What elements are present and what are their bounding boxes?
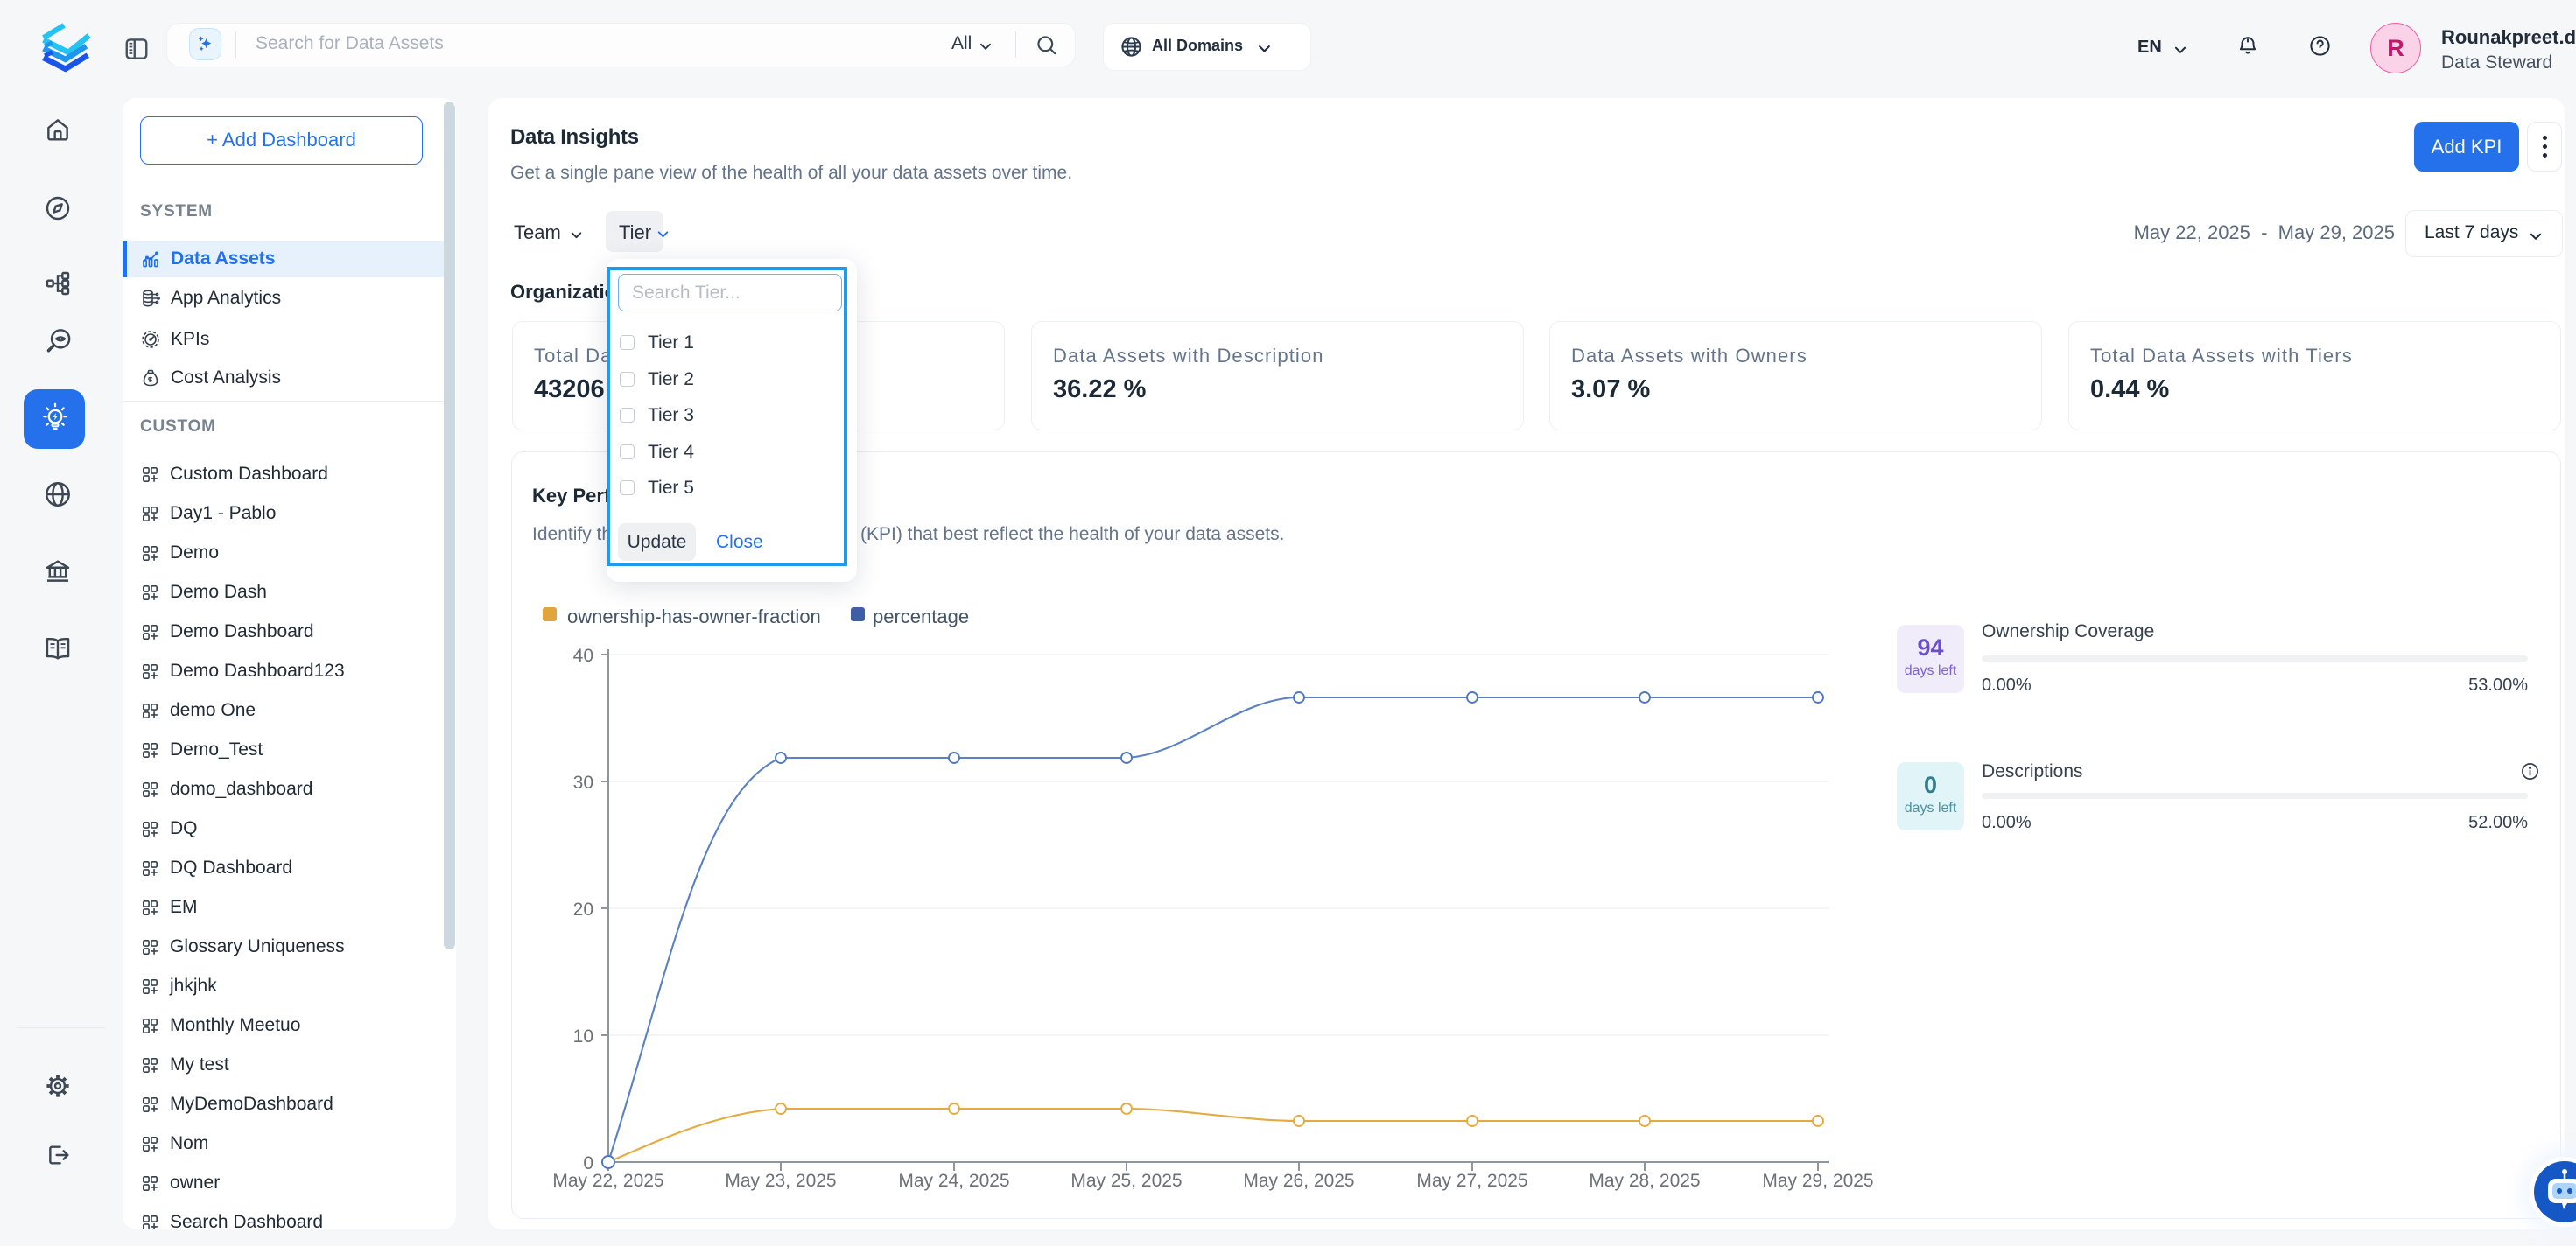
svg-text:May 23, 2025: May 23, 2025 [725,1171,836,1191]
svg-text:10: 10 [573,1026,593,1046]
svg-text:May 25, 2025: May 25, 2025 [1070,1171,1182,1191]
svg-text:20: 20 [573,900,593,920]
svg-text:May 22, 2025: May 22, 2025 [552,1171,663,1191]
svg-text:May 26, 2025: May 26, 2025 [1243,1171,1354,1191]
svg-text:40: 40 [573,646,593,666]
svg-text:30: 30 [573,773,593,793]
svg-text:May 27, 2025: May 27, 2025 [1416,1171,1527,1191]
svg-text:May 29, 2025: May 29, 2025 [1762,1171,1873,1191]
svg-text:0: 0 [583,1153,593,1173]
svg-text:May 28, 2025: May 28, 2025 [1589,1171,1700,1191]
svg-text:May 24, 2025: May 24, 2025 [898,1171,1009,1191]
